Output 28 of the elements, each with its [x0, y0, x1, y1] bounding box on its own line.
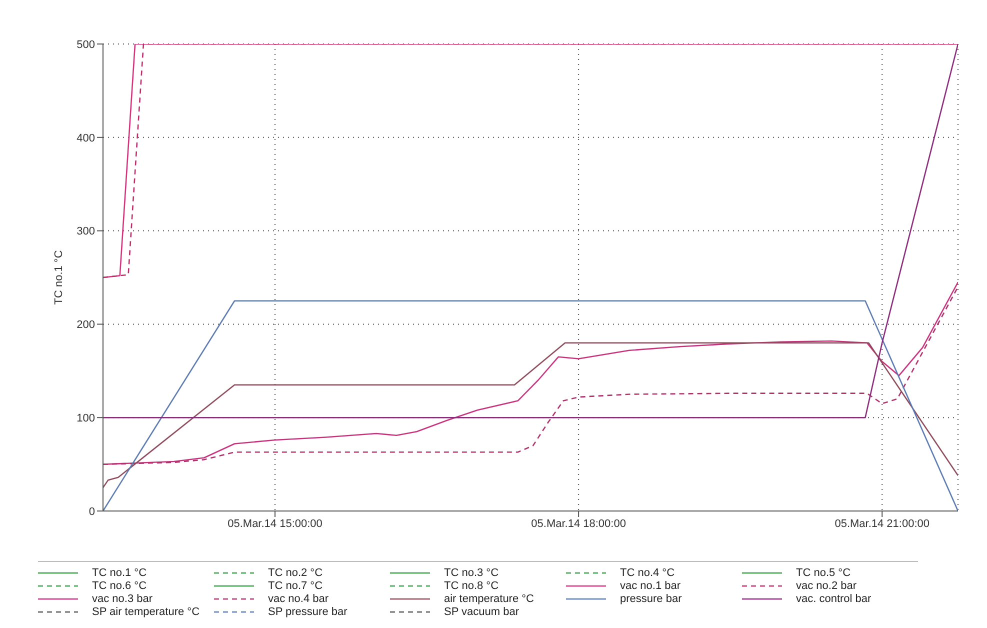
legend-label: TC no.6 °C — [92, 580, 147, 592]
legend-label: SP air temperature °C — [92, 606, 200, 618]
y-tick-label: 100 — [76, 412, 95, 425]
legend-label: TC no.3 °C — [444, 566, 499, 578]
legend-label: TC no.7 °C — [268, 580, 323, 592]
legend-label: vac. control bar — [796, 592, 872, 604]
legend-label: air temperature °C — [444, 592, 534, 604]
x-tick-label: 05.Mar.14 18:00:00 — [531, 518, 626, 530]
y-tick-label: 500 — [76, 38, 95, 51]
y-tick-label: 0 — [88, 506, 95, 518]
legend-label: SP pressure bar — [268, 606, 348, 618]
legend-label: SP vacuum bar — [444, 606, 520, 618]
legend-label: TC no.5 °C — [796, 566, 851, 578]
y-tick-label: 400 — [76, 132, 95, 144]
legend-label: TC no.8 °C — [444, 580, 499, 592]
y-axis-title: TC no.1 °C — [52, 250, 65, 305]
y-tick-label: 300 — [76, 226, 95, 238]
legend-label: TC no.4 °C — [620, 566, 675, 578]
legend-label: TC no.2 °C — [268, 566, 323, 578]
legend-label: vac no.3 bar — [92, 592, 153, 604]
x-tick-label: 05.Mar.14 21:00:00 — [834, 518, 930, 530]
legend-label: TC no.1 °C — [92, 566, 147, 578]
legend-label: vac no.1 bar — [620, 580, 681, 592]
x-tick-label: 05.Mar.14 15:00:00 — [228, 518, 322, 530]
legend-label: vac no.4 bar — [268, 592, 329, 604]
legend-label: pressure bar — [620, 592, 682, 604]
y-tick-label: 200 — [76, 319, 95, 332]
legend-label: vac no.2 bar — [796, 580, 857, 592]
